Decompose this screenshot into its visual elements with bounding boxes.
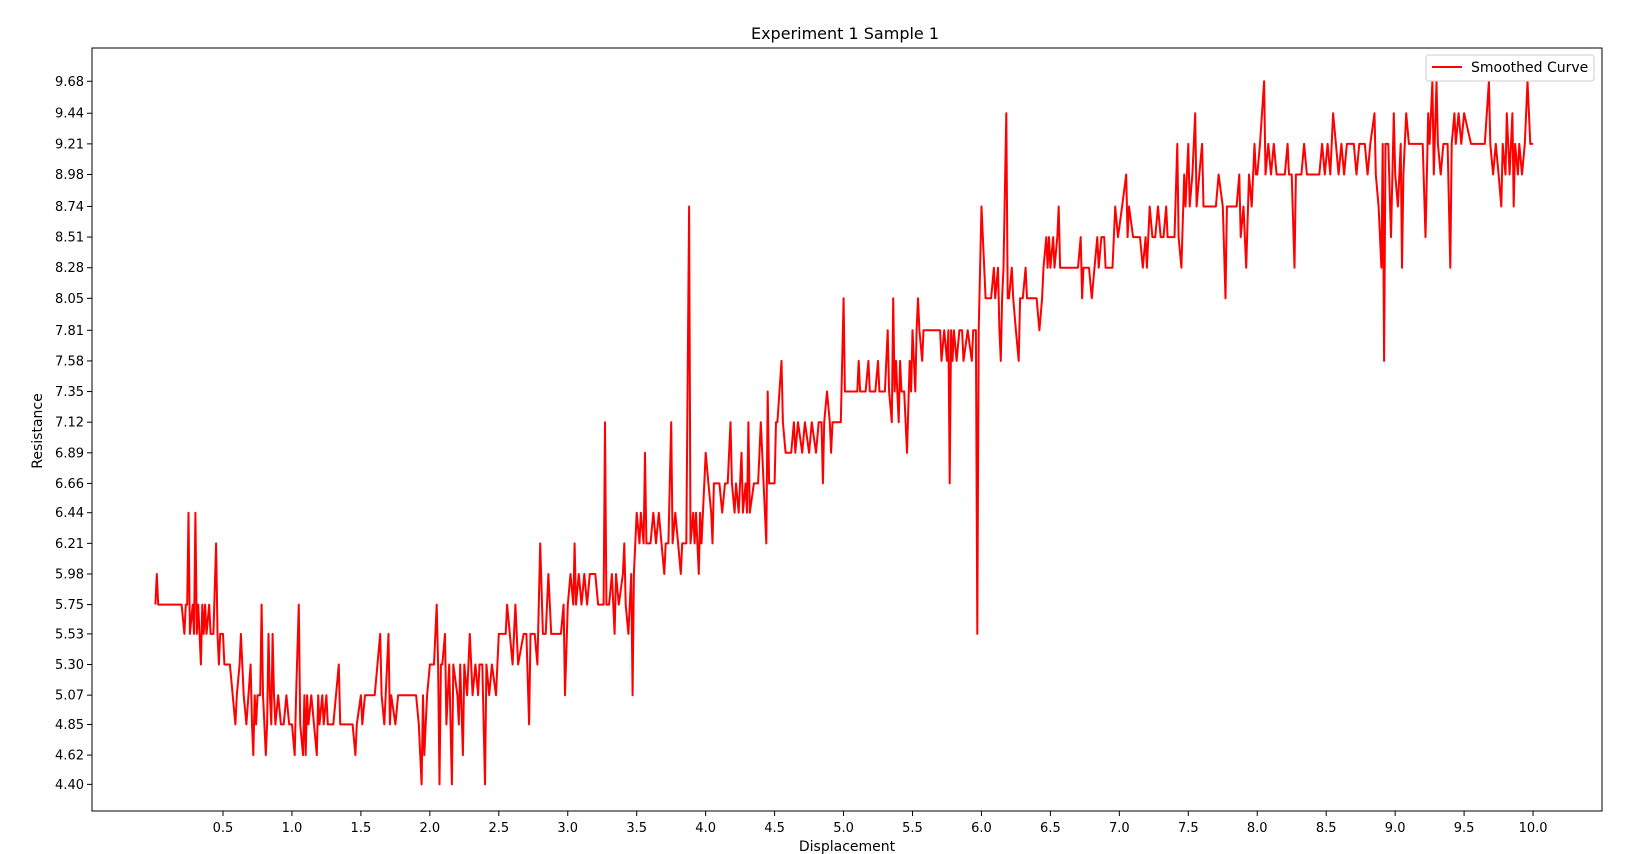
x-tick-label: 0.5 — [213, 821, 234, 836]
x-tick-label: 7.5 — [1178, 821, 1199, 836]
y-tick-label: 7.58 — [55, 354, 84, 369]
x-tick-label: 10.0 — [1519, 821, 1548, 836]
x-axis-label: Displacement — [799, 839, 896, 854]
y-tick-label: 7.12 — [55, 416, 84, 431]
y-axis-label: Resistance — [30, 393, 46, 468]
y-tick-label: 6.66 — [55, 477, 84, 492]
chart-title: Experiment 1 Sample 1 — [751, 24, 939, 43]
y-tick-label: 4.85 — [55, 718, 84, 733]
series-line — [154, 80, 1534, 786]
legend-box — [1425, 54, 1595, 82]
y-tick-label: 6.44 — [55, 506, 84, 521]
x-axis: 0.5 1.0 1.5 2.0 2.5 3.0 3.5 4.0 4.5 5.0 5.5 6.0 6.5 7… — [213, 811, 1548, 836]
x-tick-label: 9.5 — [1454, 821, 1475, 836]
y-tick-label: 7.35 — [55, 385, 84, 400]
y-tick-label: 6.21 — [55, 537, 84, 552]
y-tick-label: 9.44 — [55, 107, 84, 122]
x-tick-label: 8.0 — [1247, 821, 1268, 836]
series-layer — [154, 80, 1534, 786]
y-tick-label: 8.98 — [55, 168, 84, 183]
x-tick-label: 3.5 — [626, 821, 647, 836]
legend: Smoothed Curve — [1425, 54, 1595, 82]
x-tick-label: 5.5 — [902, 821, 923, 836]
x-tick-label: 4.0 — [695, 821, 716, 836]
plot-area — [91, 47, 1603, 812]
y-tick-label: 9.21 — [55, 137, 84, 152]
x-tick-label: 3.0 — [557, 821, 578, 836]
y-tick-label: 8.51 — [55, 231, 84, 246]
y-tick-label: 8.28 — [55, 261, 84, 276]
y-tick-label: 4.62 — [55, 749, 84, 764]
y-axis: 4.40 4.62 4.85 5.07 5.30 5.53 5.75 5.98 6.21 6.44… — [55, 75, 92, 793]
y-tick-label: 8.74 — [55, 200, 84, 215]
y-tick-label: 6.89 — [55, 446, 84, 461]
x-tick-label: 1.0 — [282, 821, 303, 836]
y-tick-label: 7.81 — [55, 324, 84, 339]
y-tick-label: 5.53 — [55, 627, 84, 642]
legend-label: Smoothed Curve — [1471, 60, 1588, 76]
y-tick-label: 4.40 — [55, 778, 84, 793]
x-tick-label: 2.5 — [488, 821, 509, 836]
x-tick-label: 7.0 — [1109, 821, 1130, 836]
x-tick-label: 6.0 — [971, 821, 992, 836]
y-tick-label: 5.30 — [55, 658, 84, 673]
x-tick-label: 6.5 — [1040, 821, 1061, 836]
y-tick-label: 5.07 — [55, 689, 84, 704]
y-tick-label: 8.05 — [55, 292, 84, 307]
x-tick-label: 1.5 — [351, 821, 372, 836]
x-tick-label: 9.0 — [1385, 821, 1406, 836]
x-tick-label: 5.0 — [833, 821, 854, 836]
y-tick-label: 9.68 — [55, 75, 84, 90]
x-tick-label: 4.5 — [764, 821, 785, 836]
y-tick-label: 5.75 — [55, 598, 84, 613]
y-tick-label: 5.98 — [55, 567, 84, 582]
x-tick-label: 8.5 — [1316, 821, 1337, 836]
x-tick-label: 2.0 — [420, 821, 441, 836]
